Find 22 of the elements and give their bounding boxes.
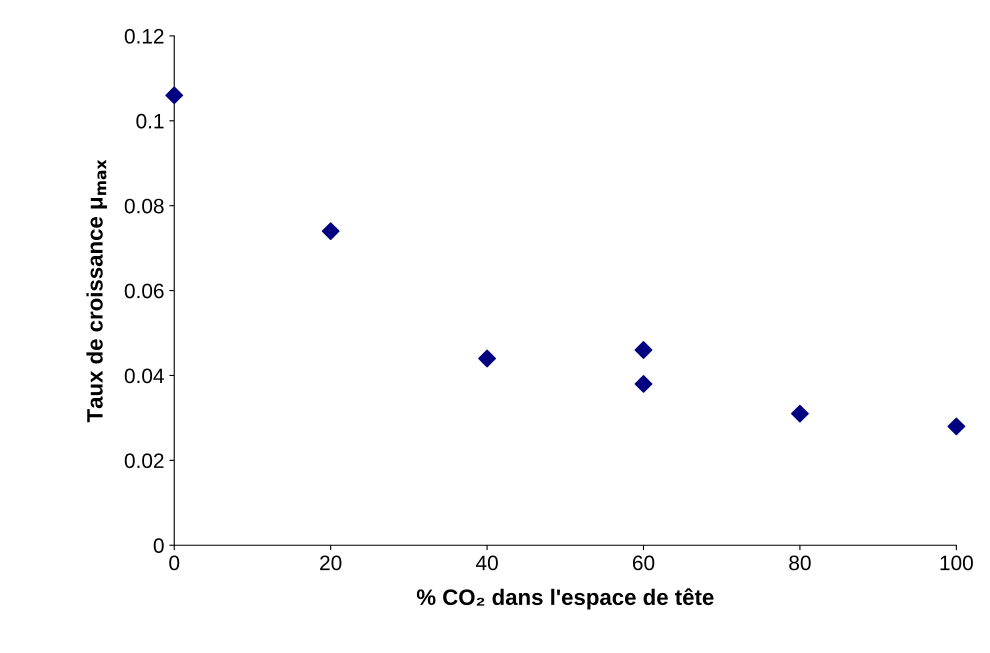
x-tick-label: 60 (632, 556, 654, 570)
y-tick-label: 0.02 (124, 453, 164, 468)
point (634, 341, 652, 359)
y-axis-title: Taux de croissance μ$_{max}$ (86, 160, 108, 422)
x-tick-label: 40 (476, 556, 498, 570)
y-tick-label: 0.12 (124, 28, 164, 44)
y-tick-label: 0.06 (124, 284, 164, 298)
point (947, 417, 966, 436)
y-tick-label: 0.1 (136, 114, 164, 129)
point (165, 86, 184, 104)
point (791, 404, 809, 423)
point (478, 350, 496, 368)
x-tick-label: 100 (940, 556, 973, 570)
y-tick-label: 0 (154, 538, 164, 554)
x-tick-label: 80 (789, 556, 811, 570)
point (634, 375, 652, 393)
y-tick-label: 0.04 (124, 368, 164, 384)
y-tick-label: 0.08 (124, 198, 164, 214)
x-tick-label: 0 (169, 556, 180, 570)
point (322, 222, 340, 240)
x-axis-title: % CO₂ dans l'espace de tête (416, 588, 714, 610)
x-tick-label: 20 (320, 556, 342, 570)
